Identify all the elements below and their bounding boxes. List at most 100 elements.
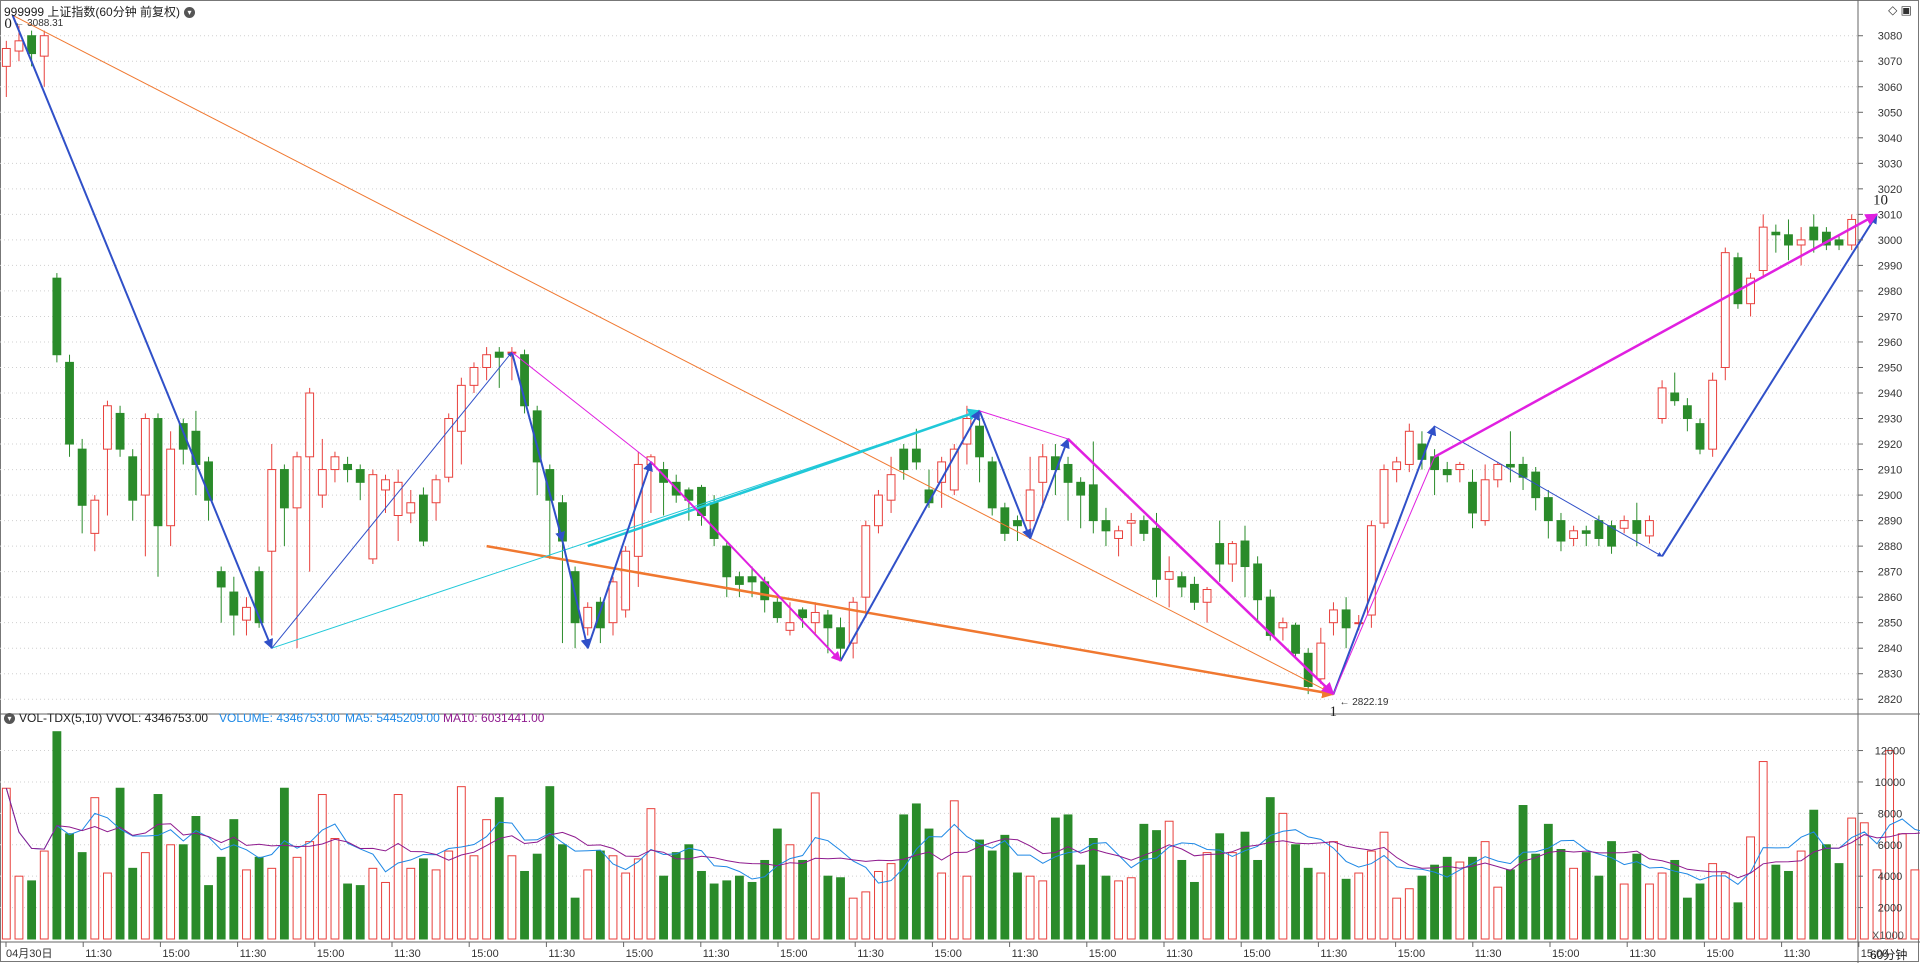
candle-body — [949, 448, 959, 491]
price-tick-label: 2920 — [1878, 439, 1902, 451]
candle-body — [1341, 609, 1351, 629]
candle-body — [734, 576, 744, 585]
time-tick-label: 11:30 — [394, 948, 421, 960]
candle-body — [1796, 239, 1806, 246]
volume-bar — [1253, 859, 1263, 940]
candle — [330, 451, 340, 483]
volume-bar — [166, 844, 176, 940]
candle-body — [709, 502, 719, 539]
candle-body — [1632, 520, 1642, 534]
volume-tick-label: 6000 — [1878, 840, 1902, 852]
volume-bar — [1885, 750, 1895, 940]
volume-bar — [1265, 797, 1275, 940]
magenta-wave-arrow — [1433, 213, 1879, 458]
volume-bar — [709, 883, 719, 940]
blue-wave-arrow — [839, 409, 981, 662]
volume-bar — [949, 800, 959, 940]
candle — [1607, 520, 1616, 554]
volume-header[interactable]: ▾ VOL-TDX(5,10) — [4, 711, 102, 725]
candle-body — [1569, 530, 1579, 539]
candle — [1101, 507, 1111, 547]
volume-bar — [1708, 863, 1718, 940]
magenta-wave-arrow — [650, 461, 842, 662]
time-tick-label: 15:00 — [780, 948, 808, 960]
candle-body — [1190, 583, 1199, 603]
candle — [1114, 525, 1124, 557]
candle-body — [886, 474, 896, 501]
volume-ma10-line — [5, 788, 1920, 879]
volume-bar — [128, 867, 138, 940]
volume-bar — [621, 872, 631, 940]
volume-bar — [305, 841, 315, 940]
candle — [1278, 617, 1288, 641]
volume-bar — [810, 792, 820, 940]
candle — [1139, 515, 1149, 542]
candle-body — [1505, 463, 1515, 468]
candle-body — [1265, 596, 1275, 636]
candle — [343, 456, 353, 483]
price-tick-label: 3060 — [1878, 82, 1902, 94]
magenta-wave-line — [511, 351, 652, 463]
title-dropdown-icon[interactable]: ▾ — [184, 7, 196, 19]
volume-bar — [456, 786, 466, 940]
candle-body — [747, 576, 757, 583]
low-price-label: ← 2822.19 — [1339, 697, 1388, 708]
candle-body — [393, 481, 403, 516]
volume-bar — [823, 875, 833, 940]
candle-body — [1682, 405, 1692, 420]
candle — [1392, 456, 1402, 483]
volume-bar — [1329, 841, 1338, 940]
candle-body — [355, 469, 365, 483]
volume-dropdown-icon[interactable]: ▾ — [4, 713, 15, 725]
panel-toggle-icon[interactable]: ▣ — [1900, 3, 1912, 17]
candle — [595, 597, 605, 644]
candle — [1291, 622, 1300, 659]
orange-trend-line — [12, 14, 1334, 695]
candle-body — [1366, 525, 1376, 616]
candle — [178, 418, 188, 465]
diamond-icon[interactable]: ◇ — [1888, 3, 1898, 17]
volume-bar — [178, 844, 188, 940]
period-selector[interactable]: 60分钟 — [1870, 948, 1908, 962]
candle-body — [848, 601, 858, 644]
candle-body — [1543, 497, 1553, 522]
candle-body — [595, 601, 605, 629]
candle-body — [1619, 520, 1629, 529]
volume-bar — [507, 855, 517, 940]
volume-bar — [1733, 902, 1743, 940]
volume-bar — [1581, 852, 1591, 940]
candle — [1632, 502, 1642, 547]
orange-trend-arrow — [486, 544, 1335, 699]
volume-bar — [1088, 837, 1098, 940]
volume-bar — [242, 869, 251, 940]
volume-bar — [1657, 872, 1667, 940]
candle — [381, 474, 390, 513]
candle — [1240, 525, 1250, 598]
volume-bar — [1480, 841, 1490, 940]
wave-label-low: 1 — [1329, 704, 1337, 720]
candle — [1215, 520, 1225, 582]
volume-bar — [1784, 870, 1793, 940]
candle — [1, 40, 11, 97]
candle-body — [1152, 527, 1161, 580]
candle-body — [140, 418, 150, 496]
candle — [1518, 456, 1528, 490]
time-tick-label: 15:00 — [1861, 948, 1889, 960]
volume-bar — [861, 891, 871, 940]
price-tick-label: 3050 — [1878, 107, 1902, 119]
volume-bar — [886, 863, 896, 940]
candle — [899, 444, 909, 480]
candle-body — [1038, 456, 1048, 483]
volume-bar — [874, 870, 883, 940]
volume-bar — [90, 797, 100, 940]
candle-body — [1291, 624, 1300, 654]
price-tick-label: 2990 — [1878, 260, 1902, 272]
candle — [1000, 502, 1010, 542]
candle — [798, 607, 808, 628]
volume-bar — [1, 787, 11, 940]
candle-body — [1746, 277, 1755, 305]
volume-bar — [65, 833, 74, 940]
volume-bar — [1493, 886, 1503, 940]
chart-title[interactable]: 999999 上证指数(60分钟 前复权) ▾ — [4, 3, 196, 20]
